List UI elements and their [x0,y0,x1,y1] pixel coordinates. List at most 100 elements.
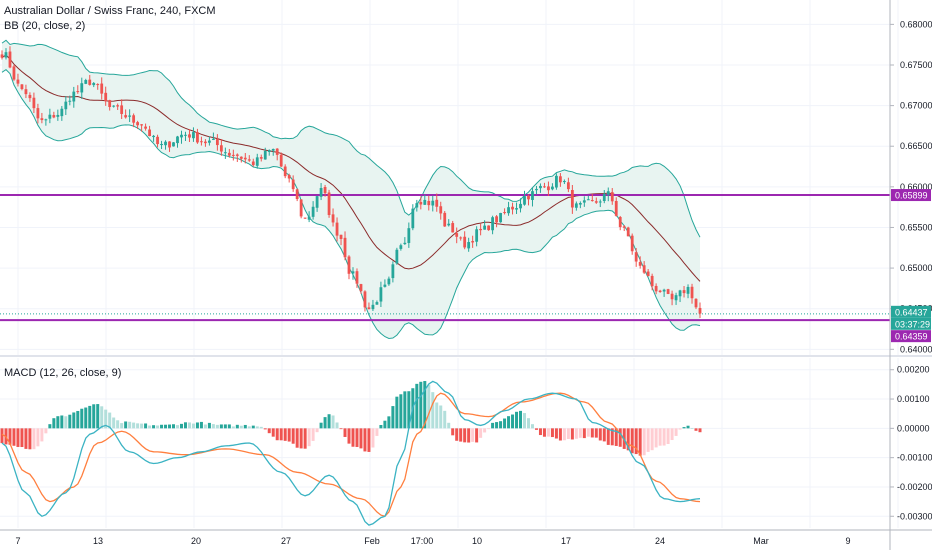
macd-histogram-bar [606,428,610,445]
candle-body [547,186,550,191]
macd-histogram-bar [8,428,12,445]
candle-body [116,105,120,107]
macd-histogram-bar [431,392,435,429]
candles [0,46,702,318]
candle-body [690,286,694,299]
candle-body [64,101,68,110]
macd-histogram-bar [594,428,598,438]
candle-body [144,126,147,129]
candle-body [76,91,80,93]
macd-tick-label: 0.00200 [897,365,930,375]
macd-histogram-bar [32,428,36,450]
macd-histogram-bar [654,428,658,448]
horizontal-lines [0,194,890,322]
candle-body [590,200,594,202]
macd-histogram-bar [303,428,307,449]
bb-lower-line [1,68,701,340]
price-tick-label: 0.68000 [900,19,932,29]
candle-body [562,181,566,183]
macd-histogram-bar [550,428,554,438]
candle-body [311,206,315,217]
candle-body [447,223,451,226]
price-axis[interactable]: 0.68000 0.67500 0.67000 0.66500 0.66000 0.655… [890,19,932,354]
support-price-tag: 0.64359 [895,332,928,342]
candle-body [427,200,431,206]
candle-body [682,290,686,294]
candle-body [535,188,538,191]
candle-body [136,122,140,126]
macd-histogram-bar [263,428,267,430]
candle-body [654,285,658,292]
candle-body [215,139,219,146]
candle-body [44,119,48,121]
macd-histogram-bar [459,428,463,442]
candle-body [323,186,327,194]
macd-histogram-bar [195,422,199,429]
macd-indicator-label[interactable]: MACD (12, 26, close, 9) [4,367,122,379]
macd-histogram-bar [495,422,499,429]
macd-histogram-bar [335,422,339,429]
candle-body [487,225,491,231]
macd-histogram-bar [12,428,16,446]
candle-body [375,302,379,305]
candle-body [598,201,602,203]
candle-body [112,105,116,107]
macd-histogram-bar [467,428,471,443]
macd-histogram-bar [215,424,219,429]
candle-body [28,94,32,99]
candle-body [658,290,662,293]
macd-histogram-bar [662,428,666,446]
candle-body [407,228,411,243]
candle-body [24,89,28,95]
macd-histogram-bar [175,425,179,429]
candle-body [291,179,295,190]
macd-histogram-bar [363,428,367,452]
support-price-tag-bg [891,330,931,343]
macd-histogram-bar [698,428,702,433]
candle-body [12,66,16,80]
macd-histogram-bar [598,428,602,441]
macd-histogram-bar [379,424,383,429]
candle-body [602,193,606,201]
time-tick-label: 17:00 [411,536,434,546]
macd-histogram-bar [483,428,487,433]
candle-body [8,51,12,68]
candle-body [559,176,562,183]
bb-indicator-label[interactable]: BB (20, close, 2) [4,20,86,32]
candle-body [271,148,275,151]
candle-body [96,84,100,86]
macd-histogram-bar [666,428,670,444]
time-tick-label: Feb [364,536,380,546]
macd-histogram-bar [355,428,359,447]
macd-histogram-bar [646,428,650,452]
macd-pane [0,358,890,528]
symbol-title[interactable]: Australian Dollar / Swiss Franc, 240, FX… [4,5,216,17]
macd-histogram-bar [132,422,136,429]
candle-body [327,192,331,216]
candle-body [204,141,207,144]
macd-histogram-bar [642,428,646,456]
macd-histogram-bar [295,428,299,448]
macd-histogram-bar [578,428,582,438]
macd-histogram-bar [44,428,48,434]
candle-body [471,241,475,243]
candle-body [507,207,510,214]
candle-body [267,150,271,152]
macd-histogram-bar [40,428,44,442]
candle-body [403,242,407,245]
time-axis[interactable]: 7 13 20 27 Feb 17:00 10 17 24 Mar 9 [15,536,850,546]
macd-histogram-bar [415,383,419,429]
macd-histogram-bar [52,418,56,429]
macd-histogram-bar [523,413,527,429]
macd-histogram-bar [183,422,187,429]
macd-histogram-bar [566,428,570,439]
candle-body [120,105,124,114]
macd-histogram-bar [211,424,215,429]
macd-histogram-bar [503,418,507,429]
candle-body [196,132,199,143]
macd-histogram-bar [507,416,511,429]
macd-histogram-bar [255,426,259,429]
macd-axis[interactable]: 0.00200 0.00100 0.00000 -0.00100 -0.00200 -0.… [890,365,932,522]
macd-histogram-bar [0,428,4,444]
time-tick-label: 20 [191,536,201,546]
